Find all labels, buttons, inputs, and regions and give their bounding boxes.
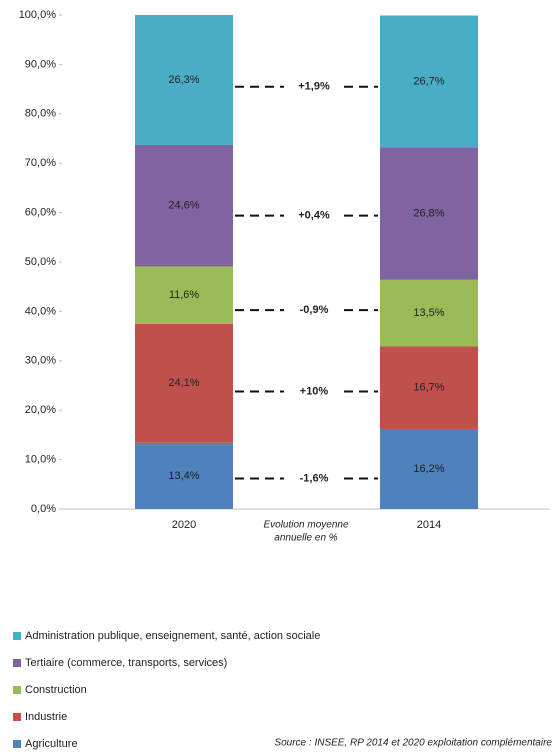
legend-swatch — [13, 632, 21, 640]
value-label: 26,3% — [168, 74, 199, 86]
bar-segment — [135, 442, 233, 509]
y-tick-label: 50,0% — [25, 256, 56, 268]
y-tick-label: 0,0% — [31, 503, 56, 515]
y-tick-label: 70,0% — [25, 157, 56, 169]
value-label: 16,2% — [413, 463, 444, 475]
x-middle-label: annuelle en % — [274, 533, 337, 544]
source: Source : INSEE, RP 2014 et 2020 exploita… — [274, 738, 552, 749]
y-tick-label: 40,0% — [25, 305, 56, 317]
evolution-label: +10% — [300, 385, 329, 397]
value-label: 26,7% — [413, 75, 444, 87]
legend-swatch — [13, 686, 21, 694]
bar-segment — [135, 323, 233, 443]
bar-segment — [135, 15, 233, 145]
legend-label: Tertiaire (commerce, transports, service… — [25, 657, 227, 669]
evolution-label: -0,9% — [300, 304, 329, 316]
y-tick-label: 30,0% — [25, 355, 56, 367]
bar-segment — [135, 266, 233, 324]
legend-swatch — [13, 659, 21, 667]
legend-swatch — [13, 713, 21, 721]
bar-segment — [380, 147, 478, 280]
bar-segment — [380, 15, 478, 148]
legend-label: Industrie — [25, 711, 67, 723]
x-middle-label: Evolution moyenne — [263, 520, 348, 531]
y-tick-label: 20,0% — [25, 404, 56, 416]
x-tick-label: 2014 — [417, 519, 441, 531]
y-tick-label: 80,0% — [25, 108, 56, 120]
value-label: 24,1% — [168, 377, 199, 389]
legend-label: Construction — [25, 684, 87, 696]
y-tick-label: 90,0% — [25, 58, 56, 70]
y-tick-label: 100,0% — [19, 9, 57, 21]
bar-segment — [380, 279, 478, 347]
value-label: 16,7% — [413, 382, 444, 394]
bar-segment — [380, 428, 478, 509]
value-label: 26,8% — [413, 207, 444, 219]
bar-segment — [135, 144, 233, 267]
y-tick-label: 10,0% — [25, 454, 56, 466]
evolution-label: +1,9% — [298, 81, 330, 93]
value-label: 24,6% — [168, 200, 199, 212]
value-label: 11,6% — [169, 289, 200, 301]
evolution-label: -1,6% — [300, 472, 329, 484]
evolution-label: +0,4% — [298, 210, 330, 222]
bar-segment — [380, 346, 478, 429]
legend-label: Administration publique, enseignement, s… — [25, 630, 320, 642]
y-tick-label: 60,0% — [25, 207, 56, 219]
legend-swatch — [13, 740, 21, 748]
value-label: 13,4% — [168, 470, 199, 482]
value-label: 13,5% — [413, 307, 444, 319]
legend-label: Agriculture — [25, 738, 78, 750]
x-tick-label: 2020 — [172, 519, 196, 531]
